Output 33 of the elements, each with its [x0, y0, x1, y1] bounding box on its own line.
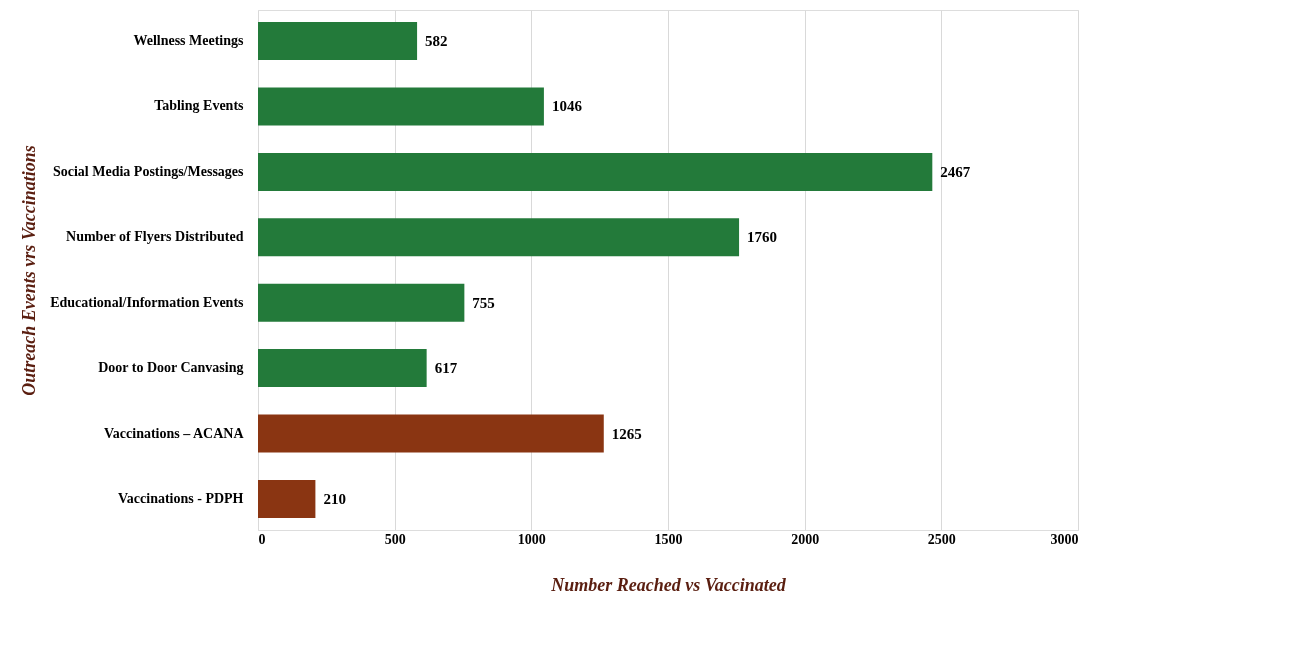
y-tick-label: Educational/Information Events — [50, 294, 245, 310]
x-tick-label: 2000 — [791, 531, 820, 547]
bar — [258, 218, 740, 257]
data-label: 1046 — [551, 98, 583, 115]
data-label: 210 — [323, 490, 346, 507]
data-label: 1760 — [747, 229, 778, 246]
x-tick-label: 500 — [384, 531, 406, 547]
y-axis-title: Outreach Events vrs Vaccinations — [18, 145, 39, 396]
x-tick-label: 1500 — [654, 531, 683, 547]
x-tick-label: 0 — [258, 531, 266, 547]
x-tick-label: 1000 — [517, 531, 546, 547]
x-tick-label: 3000 — [1050, 531, 1079, 547]
y-tick-label: Social Media Postings/Messages — [52, 163, 245, 179]
y-tick-label: Vaccinations - PDPH — [118, 490, 244, 506]
y-tick-label: Tabling Events — [154, 98, 245, 114]
data-label: 1265 — [611, 425, 642, 442]
bar — [258, 22, 418, 61]
y-tick-label: Vaccinations – ACANA — [104, 425, 245, 441]
y-tick-label: Door to Door Canvasing — [98, 360, 244, 376]
y-tick-label: Wellness Meetings — [133, 33, 245, 49]
y-tick-label: Number of Flyers Distributed — [66, 229, 244, 245]
data-label: 617 — [434, 360, 458, 377]
bar — [258, 283, 465, 322]
x-tick-label: 2500 — [927, 531, 956, 547]
bar — [258, 349, 427, 388]
bar — [258, 87, 544, 126]
bar — [258, 414, 604, 453]
x-axis-title: Number Reached vs Vaccinated — [550, 574, 787, 595]
data-label: 582 — [425, 33, 448, 50]
data-label: 755 — [472, 294, 495, 311]
bar — [258, 152, 933, 191]
bar — [258, 479, 316, 518]
data-label: 2467 — [940, 163, 971, 180]
